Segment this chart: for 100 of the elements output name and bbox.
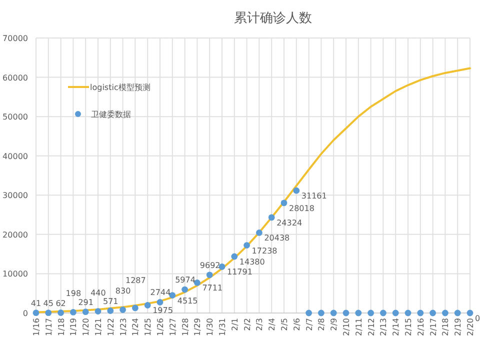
point (206, 272, 213, 278)
x-tick-label: 2/14 (392, 318, 401, 336)
x-tick-label: 1/21 (94, 318, 103, 336)
point (466, 310, 474, 316)
x-tick-label: 1/26 (156, 318, 165, 336)
data-label: 28018 (289, 204, 314, 213)
x-tick-label: 1/18 (56, 318, 66, 336)
y-tick-label: 50000 (2, 112, 28, 122)
x-tick-label: 2/19 (454, 318, 463, 336)
x-tick-label: 1/25 (144, 318, 153, 336)
x-tick-label: 1/17 (44, 318, 54, 336)
data-label: 440 (90, 288, 106, 298)
data-label: 41 (30, 298, 42, 308)
data-label: 830 (115, 286, 131, 296)
point (268, 214, 275, 221)
data-label: 62 (56, 298, 66, 308)
x-tick-label: 1/31 (218, 318, 227, 336)
point (442, 310, 448, 316)
point (169, 292, 176, 298)
data-label: 1975 (152, 306, 173, 316)
x-tick-label: 2/15 (404, 318, 413, 336)
x-tick-label: 1/28 (180, 318, 190, 336)
x-tick-label: 1/20 (82, 318, 91, 336)
point (342, 310, 350, 316)
x-tick-label: 1/19 (69, 318, 78, 336)
point (107, 308, 114, 314)
y-tick-label: 10000 (2, 270, 28, 279)
data-label: 291 (78, 298, 94, 307)
data-label: 17238 (252, 246, 278, 256)
point (404, 310, 412, 316)
point (392, 310, 399, 316)
data-label: 11791 (227, 268, 252, 277)
data-label: 9692 (200, 260, 220, 270)
legend-label: logistic模型预测 (90, 83, 150, 92)
y-tick-label: 40000 (2, 152, 28, 161)
data-label: 24324 (276, 218, 302, 228)
point (380, 310, 386, 316)
chart: 累计确诊人数 0 10000 20000 30000 40000 50000 60000 70000 1/16 1/17 1/18 1/19 1/20 1/21 1/22 1/23 1/24 1/25 1/26 1/27 1/28 1/29 1/30 1/31 2/1 2/2 2/3 2/4 2/5 2/6 2/7 2/8 2/9 2/10 2/11 2/12 2/13 2/14 2/15 2/16 2/17 2/18 2/19 2/20 41 45 62 198 291 440 571 830 1287 1975 2744 4515 5974 7711 9692 11791 14380 17238 20438 24324 28018 31161 0 logistic模型预测 卫健委数据 (2, 11, 480, 336)
x-tick-label: 2/8 (317, 318, 326, 331)
point (430, 310, 436, 316)
data-label: 571 (103, 296, 118, 306)
point (156, 299, 164, 306)
legend-label: 卫健委数据 (91, 110, 131, 119)
x-tick-label: 2/3 (255, 318, 264, 331)
y-tick-label: 30000 (2, 191, 28, 200)
data-label: 0 (475, 314, 480, 323)
point (231, 253, 238, 260)
point (355, 310, 362, 316)
data-label: 45 (43, 298, 54, 308)
data-label: 4515 (177, 296, 198, 306)
data-label: 31161 (301, 192, 327, 201)
y-tick-label: 70000 (2, 34, 28, 43)
point (244, 242, 250, 248)
y-tick-label: 60000 (2, 73, 28, 82)
x-tick-label: 2/20 (466, 318, 475, 336)
point (70, 309, 76, 316)
point (132, 304, 138, 312)
point (194, 280, 200, 286)
x-tick-label: 1/16 (32, 318, 41, 336)
point (144, 302, 151, 308)
x-tick-label: 2/10 (342, 318, 351, 336)
data-label: 1287 (126, 276, 146, 285)
point (120, 306, 126, 313)
point (182, 286, 188, 293)
x-tick-label: 2/9 (330, 318, 339, 331)
point (417, 310, 424, 316)
data-label: 5974 (175, 276, 196, 285)
point (58, 310, 64, 316)
point (32, 310, 40, 316)
x-tick-label: 1/29 (193, 318, 202, 336)
x-tick-label: 2/16 (416, 318, 426, 336)
data-label: 14380 (239, 258, 265, 267)
data-label: 198 (66, 289, 82, 298)
x-tick-label: 1/23 (118, 318, 128, 336)
point (318, 310, 324, 316)
x-tick-label: 1/27 (168, 318, 178, 336)
point (368, 310, 374, 316)
point (293, 187, 300, 194)
x-tick-label: 1/22 (106, 318, 116, 336)
x-tick-label: 2/12 (366, 318, 376, 336)
y-tick-label: 0 (22, 309, 28, 318)
point (330, 310, 337, 316)
x-tick-label: 2/4 (268, 318, 277, 331)
x-tick-label: 2/2 (242, 318, 252, 331)
y-tick-label: 20000 (2, 230, 28, 240)
data-label: 2744 (150, 288, 171, 298)
point (256, 230, 262, 236)
x-tick-label: 2/5 (280, 318, 289, 331)
chart-title: 累计确诊人数 (234, 11, 312, 26)
x-tick-label: 2/7 (304, 318, 314, 331)
x-tick-label: 1/30 (206, 318, 215, 336)
x-tick-label: 2/6 (292, 318, 302, 331)
x-tick-label: 2/13 (379, 318, 388, 336)
point (94, 308, 102, 314)
data-label: 20438 (264, 234, 290, 243)
point (306, 310, 312, 316)
x-tick-label: 2/18 (441, 318, 450, 336)
data-label: 7711 (202, 284, 223, 293)
x-tick-label: 2/11 (354, 318, 364, 336)
x-tick-label: 1/24 (131, 318, 140, 336)
